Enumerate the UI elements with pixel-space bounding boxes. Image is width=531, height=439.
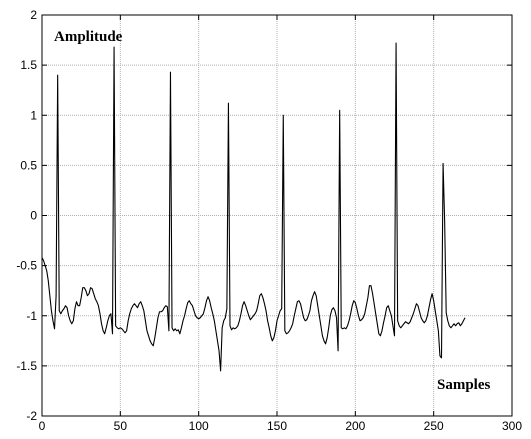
y-tick-label: -1 (26, 309, 37, 323)
x-tick-label: 150 (267, 419, 287, 433)
y-axis-label: Amplitude (54, 29, 123, 45)
x-tick-label: 100 (189, 419, 209, 433)
series-line (41, 42, 466, 372)
x-axis-label: Samples (437, 377, 491, 393)
grid (42, 15, 512, 416)
x-tick-label: 250 (424, 419, 444, 433)
y-tick-label: 0 (30, 209, 37, 223)
x-tick-label: 200 (345, 419, 365, 433)
axis-ticks: 0 50 100 150 200 250 300 -2 -1.5 -1 -0.5 0 0.5 1 1.5 2 (16, 8, 522, 433)
y-tick-label: -1.5 (16, 359, 37, 373)
y-tick-label: 2 (30, 8, 37, 22)
x-tick-label: 0 (39, 419, 46, 433)
y-tick-label: -2 (26, 409, 37, 423)
y-tick-label: 0.5 (20, 158, 37, 172)
x-tick-label: 50 (114, 419, 128, 433)
x-tick-label: 300 (502, 419, 522, 433)
y-tick-label: -0.5 (16, 259, 37, 273)
y-tick-label: 1.5 (20, 58, 37, 72)
y-tick-label: 1 (30, 108, 37, 122)
